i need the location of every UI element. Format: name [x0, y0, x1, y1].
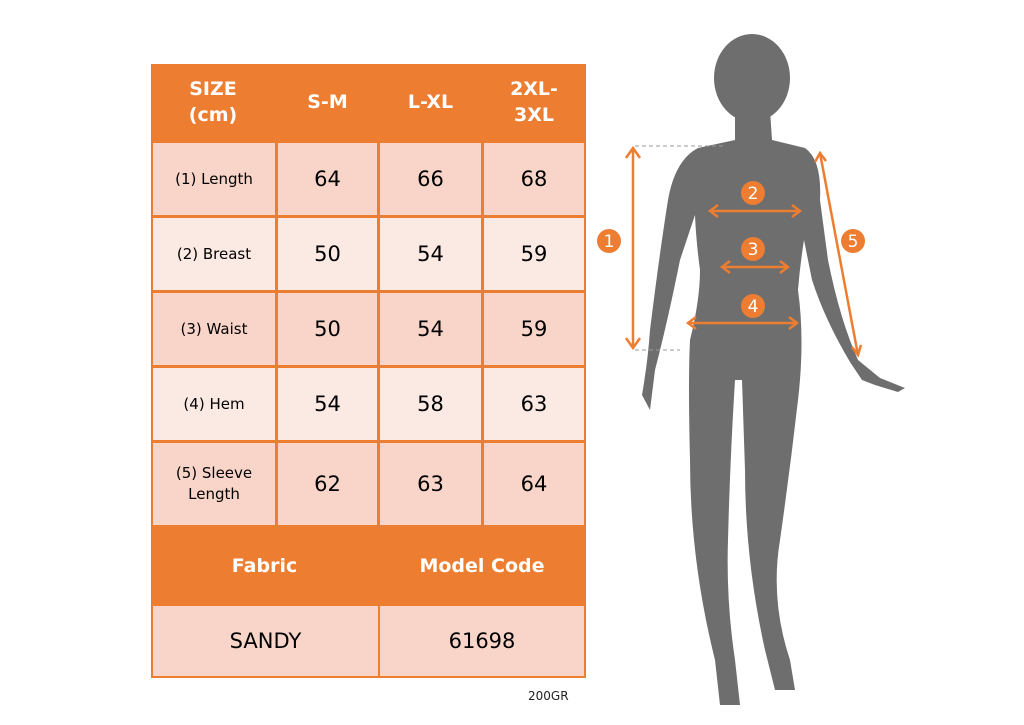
marker-circle [741, 237, 765, 261]
table-cell: 54 [380, 293, 481, 365]
table-cell: 54 [380, 218, 481, 290]
marker-number: 3 [748, 240, 759, 260]
column-header: S-M [307, 91, 348, 113]
marker-number: 2 [748, 184, 759, 204]
row-label: (5) Sleeve Length [153, 443, 275, 525]
measurement-lines [624, 145, 863, 358]
table-cell: 58 [380, 368, 481, 440]
marker-circle [597, 229, 621, 253]
model-code-value: 61698 [380, 606, 584, 676]
column-header: SIZE (cm) [188, 78, 238, 126]
row-label: (2) Breast [153, 218, 275, 290]
marker-circle [841, 229, 865, 253]
silhouette [642, 34, 905, 705]
marker-number: 4 [748, 297, 759, 317]
row-label: (3) Waist [153, 293, 275, 365]
marker-number: 1 [604, 232, 615, 252]
table-cell: 59 [484, 293, 584, 365]
column-header: L-XL [407, 91, 454, 113]
fabric-header: Fabric [231, 554, 298, 577]
fabric-weight-note: 200GR [528, 689, 569, 703]
size-chart-table: SIZE (cm) S-M L-XL 2XL- 3XL (1) Length 64 66 68… [151, 64, 586, 678]
table-cell: 54 [278, 368, 377, 440]
row-label: (1) Length [153, 143, 275, 215]
table-cell: 66 [380, 143, 481, 215]
table-cell: 63 [380, 443, 481, 525]
table-cell: 50 [278, 293, 377, 365]
table-cell: 64 [278, 143, 377, 215]
marker-circle [741, 294, 765, 318]
model-code-header: Model Code [419, 554, 545, 577]
column-header: 2XL- 3XL [510, 78, 558, 126]
marker-number: 5 [848, 232, 859, 252]
table-cell: 64 [484, 443, 584, 525]
table-cell: 50 [278, 218, 377, 290]
table-cell: 59 [484, 218, 584, 290]
guide-lines [635, 145, 725, 351]
fabric-value: SANDY [153, 606, 378, 676]
table-cell: 68 [484, 143, 584, 215]
table-cell: 62 [278, 443, 377, 525]
marker-circle [741, 181, 765, 205]
row-label: (4) Hem [153, 368, 275, 440]
table-cell: 63 [484, 368, 584, 440]
